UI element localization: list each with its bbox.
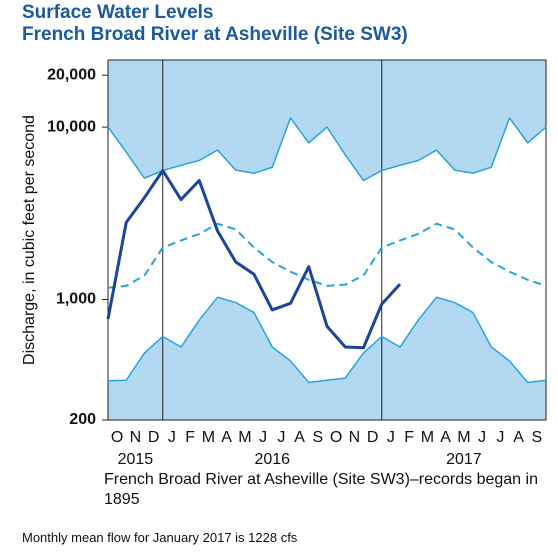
year-label: 2015 bbox=[118, 451, 154, 468]
chart-subtitle: French Broad River at Asheville (Site SW… bbox=[22, 24, 408, 45]
series-line bbox=[107, 117, 547, 182]
caption: Monthly mean flow for January 2017 is 12… bbox=[22, 530, 298, 545]
x-tick-label: A bbox=[294, 429, 305, 446]
year-label: 2017 bbox=[446, 451, 482, 468]
y-tick-label: 1,000 bbox=[56, 291, 96, 308]
x-tick-label: O bbox=[111, 429, 123, 446]
y-axis-label: Discharge, in cubic feet per second bbox=[21, 115, 38, 365]
plot-frame bbox=[107, 59, 547, 421]
x-tick-label: D bbox=[367, 429, 379, 446]
series-line bbox=[107, 296, 547, 384]
x-tick-label: S bbox=[313, 429, 324, 446]
x-tick-label: A bbox=[440, 429, 451, 446]
x-tick-label: J bbox=[478, 429, 486, 446]
x-tick-label: D bbox=[148, 429, 160, 446]
x-tick-label: J bbox=[168, 429, 176, 446]
y-tick-label: 20,000 bbox=[47, 66, 96, 83]
x-tick-label: O bbox=[330, 429, 342, 446]
x-tick-label: F bbox=[404, 429, 414, 446]
x-tick-label: M bbox=[457, 429, 470, 446]
x-tick-label: J bbox=[496, 429, 504, 446]
x-tick-label: M bbox=[238, 429, 251, 446]
footer-note: French Broad River at Asheville (Site SW… bbox=[104, 471, 538, 508]
x-tick-label: J bbox=[259, 429, 267, 446]
x-tick-label: F bbox=[185, 429, 195, 446]
x-tick-label: J bbox=[277, 429, 285, 446]
x-tick-label: J bbox=[387, 429, 395, 446]
x-tick-label: M bbox=[421, 429, 434, 446]
y-tick-label: 10,000 bbox=[47, 118, 96, 135]
range-band bbox=[108, 60, 546, 181]
series-line bbox=[107, 222, 547, 289]
year-label: 2016 bbox=[254, 451, 290, 468]
chart: Discharge, in cubic feet per second 200 1… bbox=[21, 59, 547, 468]
series-line bbox=[106, 169, 402, 350]
x-tick-label: A bbox=[513, 429, 524, 446]
x-tick-label: M bbox=[202, 429, 215, 446]
range-band bbox=[108, 297, 546, 420]
y-tick-label: 200 bbox=[69, 411, 96, 428]
x-tick-label: A bbox=[221, 429, 232, 446]
x-tick-label: S bbox=[532, 429, 543, 446]
x-tick-label: N bbox=[349, 429, 361, 446]
chart-title: Surface Water Levels bbox=[22, 2, 214, 23]
x-tick-label: N bbox=[130, 429, 142, 446]
